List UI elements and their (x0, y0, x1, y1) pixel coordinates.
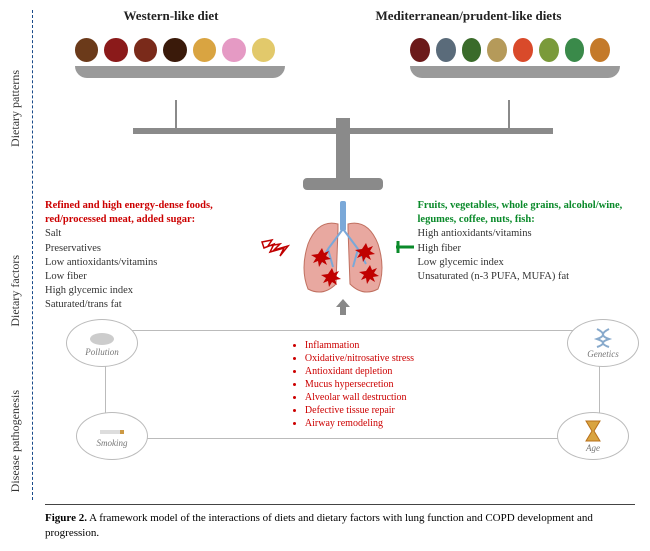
factor-item: Preservatives (45, 242, 268, 256)
plate-dish-left (75, 66, 285, 78)
y-axis-label-patterns: Dietary patterns (8, 70, 23, 147)
factor-item: Unsaturated (n-3 PUFA, MUFA) fat (418, 270, 641, 284)
patho-item: Airway remodeling (305, 417, 414, 430)
lungs-svg (288, 199, 398, 299)
age-label: Age (586, 443, 600, 453)
pollution-label: Pollution (85, 347, 119, 357)
food-item (565, 38, 585, 62)
genetics-label: Genetics (587, 349, 619, 359)
western-factors-heading: Refined and high energy-dense foods, red… (45, 199, 268, 227)
bubble-genetics: Genetics (567, 319, 639, 367)
food-item (75, 38, 98, 62)
food-item (462, 38, 482, 62)
patho-item: Alveolar wall destruction (305, 391, 414, 404)
patho-item: Defective tissue repair (305, 404, 414, 417)
bubble-smoking: Smoking (76, 412, 148, 460)
food-item (163, 38, 186, 62)
pathogenesis-list: InflammationOxidative/nitrosative stress… (291, 339, 414, 430)
scale-plate-western (75, 38, 275, 98)
age-icon (584, 419, 602, 443)
western-factors: Refined and high energy-dense foods, red… (45, 199, 268, 312)
food-item (252, 38, 275, 62)
y-axis-label-pathogenesis: Disease pathogenesis (8, 390, 23, 492)
patho-item: Antioxidant depletion (305, 365, 414, 378)
food-item (436, 38, 456, 62)
factor-item: Saturated/trans fat (45, 298, 268, 312)
factor-item: Low fiber (45, 270, 268, 284)
plate-dish-right (410, 66, 620, 78)
smoking-icon (98, 424, 126, 438)
harm-arrow-icon (260, 234, 290, 258)
factor-item: Salt (45, 227, 268, 241)
food-item (513, 38, 533, 62)
patho-item: Oxidative/nitrosative stress (305, 352, 414, 365)
pollution-icon (88, 329, 116, 347)
food-item (134, 38, 157, 62)
balance-scale (45, 28, 640, 193)
scale-hanger-right (508, 100, 510, 130)
factor-item: Low antioxidants/vitamins (45, 256, 268, 270)
bubble-age: Age (557, 412, 629, 460)
smoking-label: Smoking (97, 438, 128, 448)
y-axis-divider (32, 10, 33, 500)
patho-item: Mucus hypersecretion (305, 378, 414, 391)
scale-hanger-left (175, 100, 177, 130)
caption-text: A framework model of the interactions of… (45, 512, 593, 539)
diet-headers: Western-like diet Mediterranean/prudent-… (45, 8, 640, 24)
header-mediterranean: Mediterranean/prudent-like diets (376, 8, 562, 24)
scale-plate-mediterranean (410, 38, 610, 98)
dietary-factors-row: Refined and high energy-dense foods, red… (45, 199, 640, 312)
protect-inhibit-icon (396, 239, 416, 255)
header-western: Western-like diet (124, 8, 219, 24)
y-axis-label-factors: Dietary factors (8, 255, 23, 327)
mediterranean-factors: Fruits, vegetables, whole grains, alcoho… (418, 199, 641, 284)
med-food-row (410, 38, 610, 62)
bubble-pollution: Pollution (66, 319, 138, 367)
food-item (193, 38, 216, 62)
food-item (410, 38, 430, 62)
food-item (487, 38, 507, 62)
lungs-diagram (278, 199, 408, 299)
scale-pillar (336, 118, 350, 178)
up-arrow-icon (334, 297, 352, 315)
western-food-row (75, 38, 275, 62)
food-item (222, 38, 245, 62)
food-item (104, 38, 127, 62)
patho-item: Inflammation (305, 339, 414, 352)
factor-item: High antioxidants/vitamins (418, 227, 641, 241)
med-factors-heading: Fruits, vegetables, whole grains, alcoho… (418, 199, 641, 227)
factor-item: High fiber (418, 242, 641, 256)
factor-item: High glycemic index (45, 284, 268, 298)
scale-base (303, 178, 383, 190)
figure-caption: Figure 2. A framework model of the inter… (45, 504, 635, 541)
caption-label: Figure 2. (45, 512, 87, 524)
factor-item: Low glycemic index (418, 256, 641, 270)
genetics-icon (593, 327, 613, 349)
pathogenesis-box: InflammationOxidative/nitrosative stress… (105, 330, 600, 439)
figure-content: Western-like diet Mediterranean/prudent-… (45, 0, 640, 439)
food-item (539, 38, 559, 62)
food-item (590, 38, 610, 62)
